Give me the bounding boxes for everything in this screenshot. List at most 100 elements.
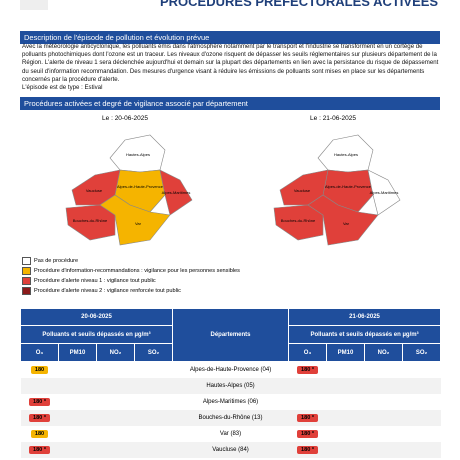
value-cell <box>327 394 365 410</box>
department-area <box>307 194 379 246</box>
value-badge: 180 * <box>28 398 51 406</box>
value-cell <box>365 394 403 410</box>
value-cell <box>289 378 327 394</box>
pollutant-header: PM10 <box>58 343 97 362</box>
value-cell <box>97 362 135 379</box>
pollutants-header: Polluants et seuils dépassés en µg/m³ <box>19 325 174 344</box>
value-badge: 180 * <box>28 414 51 422</box>
episode-type: L'épisode est de type : Estival <box>22 84 103 91</box>
value-cell <box>59 442 97 458</box>
department-area <box>99 194 171 246</box>
value-cell <box>327 426 365 442</box>
value-cell: 180 * <box>289 362 327 379</box>
date-header: 20-06-2025 <box>19 308 174 326</box>
department-area <box>367 169 401 216</box>
value-badge: 180 * <box>296 446 319 454</box>
data-row: Hautes-Alpes (05) <box>20 378 441 394</box>
department-label: Alpes-Maritimes <box>370 190 399 195</box>
legend-label: Procédure d'alerte niveau 1 : vigilance … <box>34 278 156 284</box>
data-row: 180 * Bouches-du-Rhône (13) 180 * <box>20 410 441 426</box>
date-header: 21-06-2025 <box>288 308 442 326</box>
data-row: 180 * Vaucluse (84) 180 * <box>20 442 441 458</box>
section-heading: Procédures activées et degré de vigilanc… <box>20 97 440 110</box>
department-cell: Vaucluse (84) <box>212 447 249 453</box>
legend-item: Procédure d'information-recommandations … <box>22 266 240 276</box>
value-cell: 180 <box>21 362 59 379</box>
value-cell: 180 * <box>21 410 59 426</box>
value-cell <box>289 394 327 410</box>
department-label: Alpes-de-Haute-Provence <box>117 184 164 189</box>
value-cell <box>365 410 403 426</box>
value-cell: 180 * <box>289 442 327 458</box>
department-label: Vaucluse <box>294 188 311 193</box>
pollutant-header: NO₂ <box>364 343 404 362</box>
table: 20-06-2025 Départements 21-06-2025 Polluant… <box>19 308 442 458</box>
value-badge: 180 <box>30 366 49 374</box>
data-row: 180 Alpes-de-Haute-Provence (04) 180 * <box>20 361 441 379</box>
department-label: Var <box>135 221 142 226</box>
department-label: Bouches-du-Rhône <box>73 218 108 223</box>
value-cell <box>59 394 97 410</box>
header-row: O₃ PM10 NO₂ SO₂ O₃ PM10 NO₂ SO₂ <box>20 343 442 362</box>
pollutant-header: PM10 <box>326 343 366 362</box>
map-date: Le : 20-06-2025 <box>102 115 148 122</box>
pollutants-header: Polluants et seuils dépassés en µg/m³ <box>288 325 442 344</box>
value-cell <box>403 442 441 458</box>
legend-item: Procédure d'alerte niveau 1 : vigilance … <box>22 276 240 286</box>
value-cell <box>365 378 403 394</box>
value-cell <box>135 426 173 442</box>
legend-label: Procédure d'alerte niveau 2 : vigilance … <box>34 288 181 294</box>
value-cell <box>135 442 173 458</box>
department-cell: Var (83) <box>219 431 242 437</box>
legend: Pas de procédure Procédure d'information-… <box>22 256 240 296</box>
value-cell <box>403 394 441 410</box>
value-badge: 180 * <box>28 446 51 454</box>
value-cell <box>365 362 403 379</box>
department-label: Alpes-de-Haute-Provence <box>325 184 372 189</box>
value-cell <box>59 426 97 442</box>
section-heading: Description de l'épisode de pollution et… <box>20 31 440 44</box>
pollutant-header: SO₂ <box>402 343 442 362</box>
value-cell <box>403 426 441 442</box>
legend-swatch <box>22 267 31 275</box>
department-cell: Hautes-Alpes (05) <box>206 383 255 389</box>
value-cell: 180 * <box>289 426 327 442</box>
value-cell <box>97 394 135 410</box>
value-cell <box>365 442 403 458</box>
value-cell <box>403 362 441 379</box>
department-label: Hautes-Alpes <box>334 152 358 157</box>
legend-item: Procédure d'alerte niveau 2 : vigilance … <box>22 286 240 296</box>
pollutant-header: NO₂ <box>96 343 135 362</box>
value-cell: 180 * <box>289 410 327 426</box>
value-cell <box>135 362 173 379</box>
value-cell <box>59 410 97 426</box>
value-cell <box>97 410 135 426</box>
value-cell <box>59 362 97 379</box>
pollutant-header: SO₂ <box>133 343 174 362</box>
pollutant-header: O₃ <box>20 343 59 362</box>
value-cell <box>21 378 59 394</box>
page-title: PROCÉDURES PRÉFECTORALES ACTIVÉES <box>160 0 439 9</box>
department-area <box>159 169 193 216</box>
department-cell: Bouches-du-Rhône (13) <box>198 415 263 421</box>
value-cell <box>97 426 135 442</box>
department-label: Alpes-Maritimes <box>162 190 191 195</box>
legend-item: Pas de procédure <box>22 256 240 266</box>
pollutant-header: O₃ <box>288 343 328 362</box>
value-badge: 180 * <box>296 430 319 438</box>
department-label: Hautes-Alpes <box>126 152 150 157</box>
data-row: 180 * Alpes-Maritimes (06) <box>20 394 441 410</box>
value-cell <box>403 378 441 394</box>
value-cell: 180 * <box>21 442 59 458</box>
value-cell <box>97 378 135 394</box>
value-cell <box>327 410 365 426</box>
description-text: Avec la météorologie anticyclonique, les… <box>22 43 439 83</box>
department-label: Bouches-du-Rhône <box>281 218 316 223</box>
value-cell <box>403 410 441 426</box>
value-cell <box>97 442 135 458</box>
legend-swatch <box>22 257 31 265</box>
legend-swatch <box>22 287 31 295</box>
value-badge: 180 <box>30 430 49 438</box>
value-cell <box>135 378 173 394</box>
